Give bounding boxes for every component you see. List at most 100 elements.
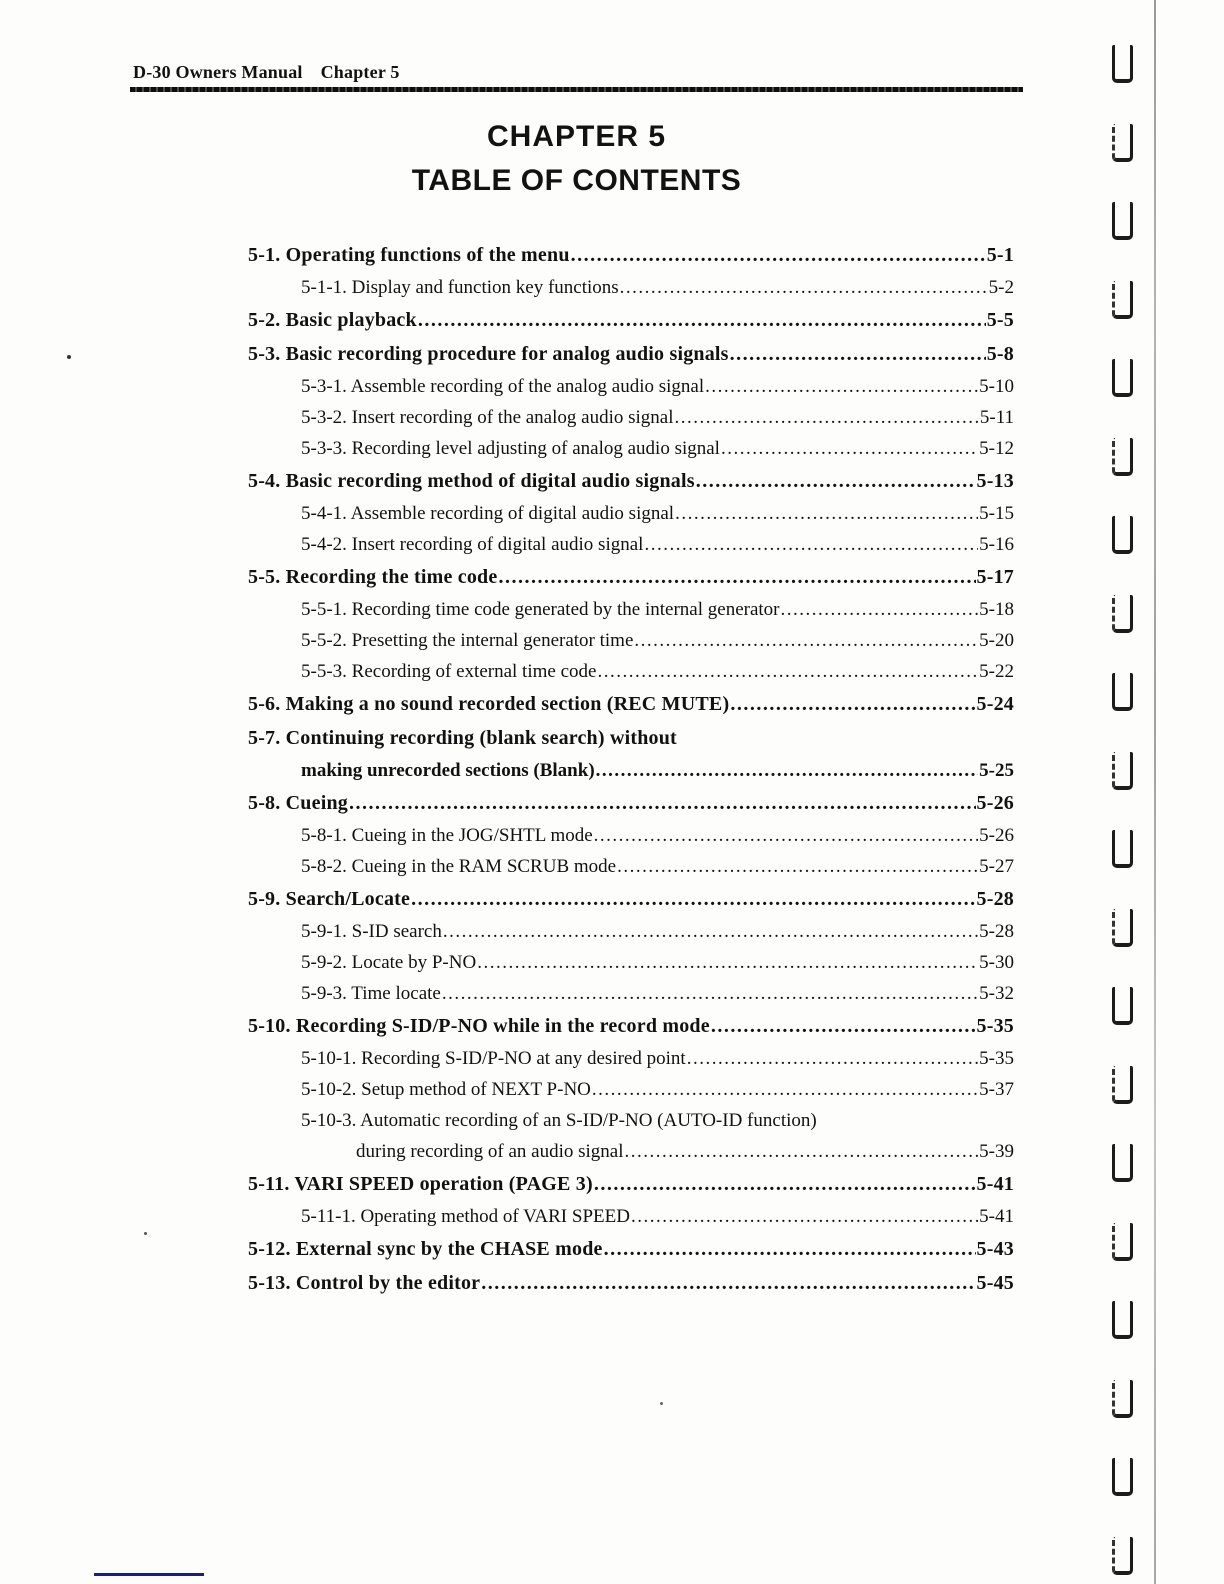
toc-entry-page-number: 5-45 [976, 1272, 1014, 1294]
header-chapter-label: Chapter 5 [320, 62, 400, 82]
toc-entry-page-number: 5-17 [976, 566, 1014, 588]
toc-entry: 5-5-3. Recording of external time code..… [248, 656, 1014, 687]
toc-entry: 5-2. Basic playback.....................… [248, 303, 1014, 337]
toc-entry-page-number: 5-32 [979, 983, 1014, 1004]
dot-leader: ........................................… [729, 343, 986, 365]
toc-entry-label: 5-10. Recording S-ID/P-NO while in the r… [248, 1015, 710, 1037]
dot-leader: ........................................… [597, 661, 979, 682]
toc-entry: 5-4-1. Assemble recording of digital aud… [248, 498, 1014, 529]
toc-entry: 5-10. Recording S-ID/P-NO while in the r… [248, 1009, 1014, 1043]
header-rule [130, 87, 1023, 92]
binder-hole-icon [1112, 751, 1133, 790]
toc-entry: 5-9-3. Time locate......................… [248, 978, 1014, 1009]
toc-entry: 5-11-1. Operating method of VARI SPEED..… [248, 1201, 1014, 1232]
binder-hole-icon [1112, 516, 1133, 554]
toc-entry-page-number: 5-8 [986, 343, 1014, 365]
toc-entry-page-number: 5-13 [976, 470, 1014, 492]
binder-hole-icon [1112, 987, 1133, 1025]
dot-leader: ........................................… [624, 1141, 979, 1162]
toc-entry: 5-1. Operating functions of the menu....… [248, 238, 1014, 272]
toc-entry: 5-13. Control by the editor.............… [248, 1266, 1014, 1300]
toc-entry-label: 5-9-3. Time locate [301, 983, 441, 1004]
toc-entry-page-number: 5-35 [979, 1048, 1014, 1069]
toc-entry-page-number: 5-24 [976, 693, 1014, 715]
dot-leader: ........................................… [441, 983, 978, 1004]
toc-entry-page-number: 5-26 [976, 792, 1014, 814]
toc-entry-page-number: 5-37 [979, 1079, 1014, 1100]
toc-entry-page-number: 5-41 [979, 1206, 1014, 1227]
toc-entry: making unrecorded sections (Blank)......… [248, 755, 1014, 786]
dot-leader: ........................................… [442, 921, 978, 942]
toc-entry-label: 5-4-1. Assemble recording of digital aud… [301, 503, 675, 524]
dot-leader: ........................................… [603, 1238, 976, 1260]
toc-entry-label: 5-10-1. Recording S-ID/P-NO at any desir… [301, 1048, 686, 1069]
binder-hole-icon [1112, 830, 1133, 868]
toc-entry-label: 5-3. Basic recording procedure for analo… [248, 343, 729, 365]
toc-entry: 5-4-2. Insert recording of digital audio… [248, 529, 1014, 560]
binder-hole-icon [1112, 1458, 1133, 1496]
toc-entry-label: 5-10-2. Setup method of NEXT P-NO [301, 1079, 591, 1100]
toc-entry-label: 5-2. Basic playback [248, 309, 417, 331]
toc-entry-label: 5-11. VARI SPEED operation (PAGE 3) [248, 1173, 593, 1195]
toc-entry-label: 5-8-1. Cueing in the JOG/SHTL mode [301, 825, 593, 846]
toc-entry: 5-9. Search/Locate......................… [248, 882, 1014, 916]
toc-entry-label: 5-4. Basic recording method of digital a… [248, 470, 695, 492]
binder-hole-icon [1112, 359, 1133, 397]
toc-entry-label: 5-8. Cueing [248, 792, 348, 814]
toc-entry: 5-3-2. Insert recording of the analog au… [248, 402, 1014, 433]
dot-leader: ........................................… [348, 792, 976, 814]
scan-speck [660, 1402, 663, 1405]
toc-entry-page-number: 5-15 [979, 503, 1014, 524]
binder-hole-icon [1112, 202, 1133, 240]
dot-leader: ........................................… [477, 952, 979, 973]
toc-entry-page-number: 5-30 [979, 952, 1014, 973]
binder-hole-icon [1112, 45, 1133, 83]
toc-entry-page-number: 5-28 [979, 921, 1014, 942]
toc-entry-label: 5-1. Operating functions of the menu [248, 244, 570, 266]
dot-leader: ........................................… [570, 244, 986, 266]
binder-hole-icon [1112, 1301, 1133, 1339]
binder-hole-icon [1112, 123, 1133, 162]
page-header: D-30 Owners Manual Chapter 5 [133, 62, 418, 83]
title-block: CHAPTER 5 TABLE OF CONTENTS [130, 120, 1023, 198]
dot-leader: ........................................… [780, 599, 979, 620]
toc-entry-label: 5-5. Recording the time code [248, 566, 498, 588]
toc-entry-label: 5-5-2. Presetting the internal generator… [301, 630, 634, 651]
binder-hole-icon [1112, 1379, 1133, 1418]
toc-entry: 5-1-1. Display and function key function… [248, 272, 1014, 303]
toc-entry-label: 5-11-1. Operating method of VARI SPEED [301, 1206, 630, 1227]
binder-hole-icon [1112, 908, 1133, 947]
toc-entry-label: 5-7. Continuing recording (blank search)… [248, 727, 677, 749]
toc-entry-page-number: 5-26 [979, 825, 1014, 846]
toc-entry: 5-11. VARI SPEED operation (PAGE 3).....… [248, 1167, 1014, 1201]
toc-title: TABLE OF CONTENTS [411, 164, 742, 197]
toc-entry-label: during recording of an audio signal [356, 1141, 624, 1162]
toc-entry-page-number: 5-25 [979, 760, 1014, 781]
toc-entry-page-number: 5-27 [979, 856, 1014, 877]
page-edge-line [1154, 0, 1156, 1584]
toc-entry: 5-8-1. Cueing in the JOG/SHTL mode......… [248, 820, 1014, 851]
toc-entry: 5-7. Continuing recording (blank search)… [248, 721, 1014, 755]
dot-leader: ........................................… [630, 1206, 978, 1227]
toc-entry: 5-4. Basic recording method of digital a… [248, 464, 1014, 498]
toc-entry-page-number: 5-1 [986, 244, 1014, 266]
toc-entry-page-number: 5-35 [976, 1015, 1014, 1037]
header-manual-title: D-30 Owners Manual [133, 62, 303, 82]
dot-leader: ........................................… [591, 1079, 978, 1100]
toc-entry-page-number: 5-43 [976, 1238, 1014, 1260]
toc-entry-label: 5-3-3. Recording level adjusting of anal… [301, 438, 720, 459]
toc-entry-label: 5-9-1. S-ID search [301, 921, 442, 942]
toc-entry-page-number: 5-41 [976, 1173, 1014, 1195]
binder-hole-icon [1112, 594, 1133, 633]
toc-entry-page-number: 5-2 [988, 277, 1014, 298]
binder-hole-icon [1112, 1065, 1133, 1104]
dot-leader: ........................................… [593, 1173, 976, 1195]
dot-leader: ........................................… [619, 277, 988, 298]
dot-leader: ........................................… [411, 888, 976, 910]
dot-leader: ........................................… [720, 438, 978, 459]
toc-entry: during recording of an audio signal.....… [248, 1136, 1014, 1167]
toc-entry-page-number: 5-16 [979, 534, 1014, 555]
toc-entry: 5-3-3. Recording level adjusting of anal… [248, 433, 1014, 464]
toc-entry: 5-10-3. Automatic recording of an S-ID/P… [248, 1105, 1014, 1136]
